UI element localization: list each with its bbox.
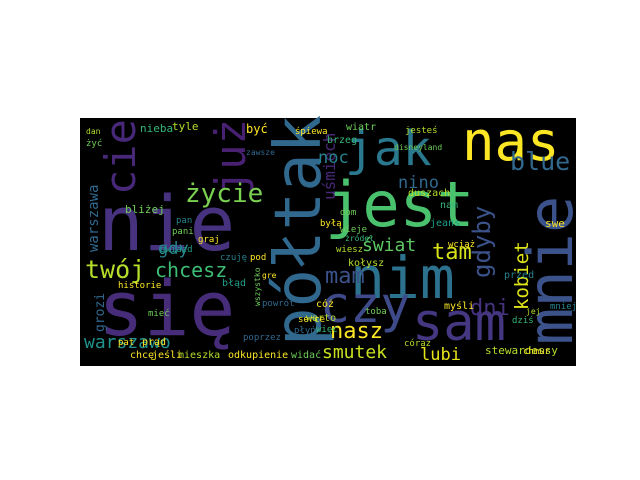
word: lubi [420,345,461,365]
word: wieje [340,225,367,235]
word: nasz [330,319,383,344]
word: tyle [172,120,199,133]
word: żródeł [345,233,374,243]
word: chcesz [155,258,227,282]
word: kołysz [348,258,384,269]
word: wiatr [346,122,376,133]
word: jak [345,121,432,177]
word: odkupienie [228,350,288,361]
word: powrót [262,298,295,309]
word: nino [398,173,439,193]
word: gwiazd [160,245,193,255]
word: gdyby [468,206,496,278]
word: pan [176,216,192,226]
word: jeans [430,218,460,229]
word: duszach [408,188,450,199]
word: jeśli [152,349,182,361]
word: dziś [512,315,534,326]
word: jest [325,168,474,241]
word: przed [504,270,534,281]
word: tam [432,240,472,265]
word: półtak [262,115,336,346]
word: twój [85,255,145,284]
word: historie [118,281,161,291]
word: bliżej [125,203,165,216]
word: kobiet [511,241,533,310]
word: żyć [86,138,102,149]
word: córaz [404,338,431,349]
word: śpiewa [295,126,328,137]
word: stewardessy [485,344,558,357]
word: nieba [140,122,173,135]
word: toba [365,307,387,317]
word: swe [545,217,565,230]
word: pod [250,253,266,263]
word: cóż [316,298,334,310]
word: jesteś [405,125,438,136]
word: serce [298,315,325,325]
word: smutek [322,342,387,363]
word: gdy [158,239,189,259]
word: życie [185,179,263,209]
word: brzeg [327,135,357,146]
word: warszawo [84,332,171,353]
word: widać [291,349,321,361]
word: sam [412,293,506,353]
word: grozi [93,293,108,332]
word: wciąż [448,240,475,250]
wordcloud-background [80,118,576,366]
word: być [246,122,268,136]
word: płyń [294,326,316,336]
word: chcę [130,350,154,361]
word: dom [340,208,356,218]
word: mieć [148,308,170,319]
word: warszawa [86,185,102,252]
word: mam [325,264,365,289]
word: chmur [523,347,551,357]
word: mnie [514,196,587,345]
word: świat [362,235,416,256]
word: już [206,119,255,195]
word: czuję [220,253,247,263]
word: wszystko [253,267,262,306]
word: nim [350,244,455,312]
word: pat [118,338,134,348]
word: więc [316,325,338,335]
word: byłą [320,219,342,229]
word: dni [470,296,510,321]
word: noc [318,148,349,168]
word: mieszka [178,350,220,361]
word: nie [98,179,235,268]
word: myśli [444,300,474,312]
word: dan [86,127,101,136]
word: jej [526,307,540,316]
word: blue [510,147,570,176]
word: prąd [142,337,166,348]
word: nam [440,200,458,211]
word: gre [262,271,277,280]
word: cie [96,119,145,195]
word: poprzez [243,333,281,343]
word: się [98,264,235,353]
word: graj [198,235,220,245]
word: mniej [550,302,577,312]
word: disneyland [394,143,442,152]
word: uśmiech [320,133,339,200]
word: pani [172,227,194,237]
word: zawsze [246,148,275,157]
word: wiesz [336,245,363,255]
word: błąd [222,278,246,289]
word: warto [306,313,336,324]
word: czy [320,276,410,334]
word: nas [462,110,560,173]
